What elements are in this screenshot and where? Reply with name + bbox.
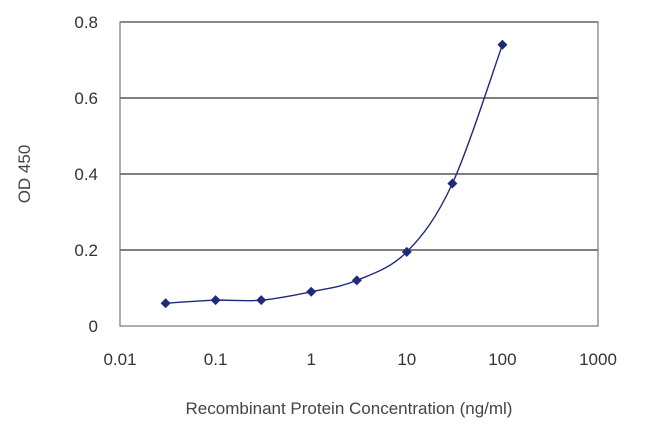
- data-point-1: [210, 295, 221, 306]
- data-point-6: [447, 178, 458, 189]
- y-tick-labels: 0 0.2 0.4 0.6 0.8: [74, 13, 98, 336]
- y-axis-title: OD 450: [15, 145, 34, 204]
- plot-area: [119, 21, 599, 327]
- data-point-3: [306, 286, 317, 297]
- x-axis-title: Recombinant Protein Concentration (ng/ml…: [186, 399, 513, 418]
- x-tick-label: 10: [397, 350, 416, 369]
- data-point-0: [160, 298, 171, 309]
- data-point-2: [256, 295, 267, 306]
- x-tick-label: 0.01: [103, 350, 136, 369]
- y-tick-label: 0.4: [74, 165, 98, 184]
- x-tick-labels: 0.01 0.1 1 10 100 1000: [103, 350, 616, 369]
- data-point-7: [497, 39, 508, 50]
- data-markers: [160, 39, 508, 309]
- y-tick-label: 0: [89, 317, 98, 336]
- y-tick-label: 0.6: [74, 89, 98, 108]
- y-tick-label: 0.2: [74, 241, 98, 260]
- x-tick-label: 0.1: [204, 350, 228, 369]
- x-tick-label: 100: [488, 350, 516, 369]
- data-point-4: [351, 275, 362, 286]
- y-tick-label: 0.8: [74, 13, 98, 32]
- x-tick-label: 1000: [579, 350, 617, 369]
- x-tick-label: 1: [306, 350, 315, 369]
- data-point-5: [401, 246, 412, 257]
- grid-lines: [120, 21, 598, 251]
